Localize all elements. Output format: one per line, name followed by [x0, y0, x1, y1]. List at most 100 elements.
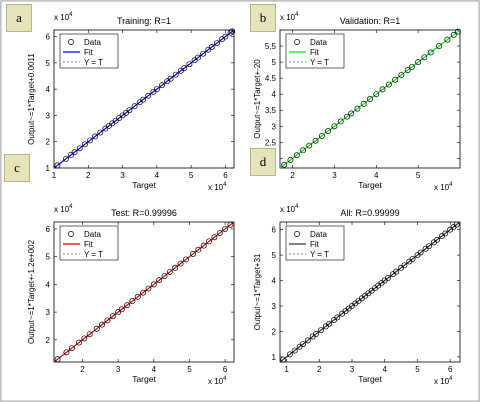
x-tick-label: 3 — [332, 171, 337, 180]
x-tick-label: 4 — [374, 171, 379, 180]
y-tick-label: 4 — [46, 280, 51, 289]
data-point — [172, 264, 179, 271]
panel-tag-c: c — [4, 154, 30, 182]
data-point — [401, 262, 408, 269]
legend-fit-label: Fit — [84, 240, 94, 249]
data-point — [145, 285, 152, 292]
legend-data-label: Data — [310, 38, 327, 47]
legend-fit-label: Fit — [84, 48, 94, 57]
data-point — [166, 268, 173, 275]
data-point — [281, 161, 288, 168]
x-tick-label: 4 — [155, 171, 160, 180]
data-point — [325, 128, 332, 135]
data-point — [140, 96, 147, 103]
data-point — [216, 230, 223, 237]
data-point — [99, 321, 106, 328]
legend-identity-label: Y = T — [84, 250, 103, 259]
y-tick-label: 4.5 — [265, 74, 277, 83]
data-point — [63, 349, 70, 356]
data-point — [354, 105, 361, 112]
data-point — [129, 298, 136, 304]
data-point — [367, 96, 373, 102]
data-point — [409, 255, 416, 262]
data-point — [442, 230, 449, 237]
data-point — [393, 268, 400, 275]
y-tick-label: 4 — [272, 90, 277, 99]
x-axis-label: Target — [358, 180, 382, 190]
chart-panel-0: 1 2 3 4 5 6 1 2 3 4 5 6 x 104 x 104 Training: R=1 Targe… — [27, 12, 236, 192]
data-point — [68, 345, 75, 352]
data-point — [109, 313, 116, 320]
y-axis-label: Output~=1*Target+-20 — [253, 59, 262, 139]
legend-data-label: Data — [310, 230, 327, 239]
data-point — [140, 289, 147, 296]
y-tick-label: 5 — [46, 253, 51, 262]
y-tick-label: 3 — [46, 111, 51, 120]
data-point — [453, 221, 460, 228]
data-point — [76, 339, 82, 346]
data-point — [331, 123, 338, 130]
x-tick-label: 4 — [383, 365, 388, 374]
data-point — [104, 317, 111, 324]
data-point — [317, 327, 324, 334]
data-point — [229, 28, 236, 35]
data-point — [182, 256, 189, 263]
data-point — [195, 54, 201, 61]
y-tick-label: 2 — [272, 327, 277, 336]
data-point — [304, 337, 311, 344]
x-tick-label: 5 — [187, 365, 192, 374]
x-tick-label: 2 — [317, 365, 322, 374]
data-point — [417, 249, 424, 256]
data-point — [415, 59, 422, 66]
x-tick-label: 6 — [448, 365, 453, 374]
data-point — [81, 141, 88, 148]
data-point — [306, 142, 313, 149]
data-point — [86, 331, 93, 338]
legend-data-label: Data — [84, 230, 101, 239]
chart-title: Validation: R=1 — [340, 16, 401, 26]
data-point — [280, 356, 287, 363]
x-tick-label: 4 — [152, 365, 157, 374]
data-point — [360, 100, 367, 107]
data-point — [286, 351, 293, 358]
data-point — [392, 76, 399, 83]
data-point — [299, 341, 306, 348]
legend-data-label: Data — [84, 38, 101, 47]
data-point — [124, 302, 131, 309]
data-point — [385, 275, 391, 281]
y-tick-label: 6 — [46, 33, 51, 42]
data-point — [200, 242, 207, 249]
x-tick-label: 5 — [416, 171, 421, 180]
data-point — [81, 335, 88, 342]
data-point — [227, 221, 234, 228]
data-point — [92, 133, 99, 140]
data-point — [153, 86, 160, 93]
panel-tag-b: b — [250, 4, 276, 32]
data-point — [172, 71, 179, 78]
y-tick-label: 4 — [272, 277, 277, 286]
x-tick-label: 5 — [415, 365, 420, 374]
data-point — [450, 31, 457, 38]
y-axis-label: Output~=1*Target+-1.2e+002 — [27, 239, 36, 344]
data-point — [54, 356, 61, 363]
data-point — [208, 44, 215, 51]
fit-line — [54, 30, 234, 168]
y-tick-label: 5 — [46, 59, 51, 68]
fit-line — [54, 222, 234, 362]
legend-identity-label: Y = T — [310, 250, 329, 259]
y-tick-label: 3 — [272, 302, 277, 311]
data-point — [312, 137, 319, 144]
y-tick-label: 1 — [46, 164, 51, 173]
x-exponent-label: x 104 — [434, 182, 453, 192]
x-exponent-label: x 104 — [208, 182, 227, 192]
chart-title: All: R=0.99999 — [340, 208, 399, 218]
y-tick-label: 3 — [46, 308, 51, 317]
legend-data-marker — [294, 231, 300, 237]
legend-data-marker — [68, 39, 74, 45]
data-point — [167, 75, 174, 82]
y-exponent-label: x 104 — [280, 204, 299, 214]
panel-tag-d: d — [250, 148, 276, 176]
data-point — [71, 149, 78, 156]
data-point — [344, 113, 350, 120]
data-point — [131, 103, 138, 110]
